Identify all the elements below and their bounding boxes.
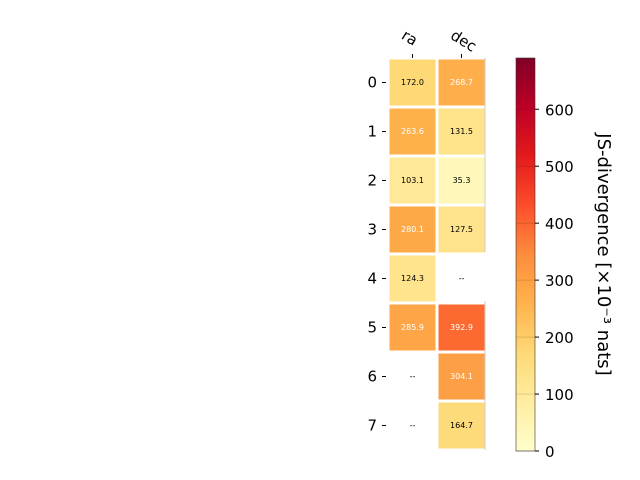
- heatmap-cell: [438, 108, 485, 155]
- colorbar-tick-label: 200: [545, 329, 574, 347]
- colorbar-tick-label: 400: [545, 215, 574, 233]
- heatmap-cell: [438, 157, 485, 204]
- cell-value-label: 172.0: [401, 78, 424, 87]
- heatmap-cell: [438, 353, 485, 400]
- cell-value-label: 35.3: [453, 176, 471, 185]
- row-label-0: 0: [367, 74, 377, 92]
- colorbar: 0 100 200 300 400 500 600 JS-divergence [×10⁻³ …: [515, 57, 614, 461]
- cell-missing-label: --: [459, 274, 465, 283]
- colorbar-tick-label: 300: [545, 272, 574, 290]
- cell-value-label: 124.3: [401, 274, 424, 283]
- colorbar-gradient: [515, 57, 536, 452]
- cell-value-label: 103.1: [401, 176, 424, 185]
- row-label-4: 4: [367, 270, 377, 288]
- heatmap-cell: [389, 108, 436, 155]
- colorbar-tick-label: 0: [545, 443, 555, 461]
- row-label-2: 2: [367, 172, 377, 190]
- colorbar-tick-label: 500: [545, 158, 574, 176]
- row-label-6: 6: [367, 368, 377, 386]
- colorbar-tick-label: 100: [545, 386, 574, 404]
- cell-value-label: 268.7: [450, 78, 473, 87]
- heatmap-cell: [389, 304, 436, 351]
- heatmap-cell: [389, 59, 436, 106]
- col-label-dec: dec: [447, 26, 479, 56]
- cell-value-label: 263.6: [401, 127, 424, 136]
- cell-value-label: 280.1: [401, 225, 424, 234]
- row-label-3: 3: [367, 221, 377, 239]
- heatmap-cell: [438, 206, 485, 253]
- row-label-5: 5: [367, 319, 377, 337]
- heatmap-cell: [438, 59, 485, 106]
- row-label-7: 7: [367, 417, 377, 435]
- cell-value-label: 127.5: [450, 225, 473, 234]
- colorbar-tick-label: 600: [545, 101, 574, 119]
- cell-value-label: 392.9: [450, 323, 473, 332]
- row-label-1: 1: [367, 123, 377, 141]
- heatmap-cell: [389, 206, 436, 253]
- cell-value-label: 164.7: [450, 421, 473, 430]
- heatmap-cell: [389, 255, 436, 302]
- heatmap-cell: [438, 304, 485, 351]
- colorbar-label: JS-divergence [×10⁻³ nats]: [593, 132, 614, 375]
- cell-missing-label: --: [410, 421, 416, 430]
- cell-value-label: 285.9: [401, 323, 424, 332]
- cell-value-label: 304.1: [450, 372, 473, 381]
- cell-value-label: 131.5: [450, 127, 473, 136]
- col-label-ra: ra: [398, 26, 421, 49]
- heatmap-cell: [389, 157, 436, 204]
- heatmap-grid: ra dec 0 1 2 3 4 5 6 7 172.0 268.7 263.6 131.5 103.1 35…: [367, 26, 486, 450]
- cell-missing-label: --: [410, 372, 416, 381]
- heatmap-cell: [438, 402, 485, 449]
